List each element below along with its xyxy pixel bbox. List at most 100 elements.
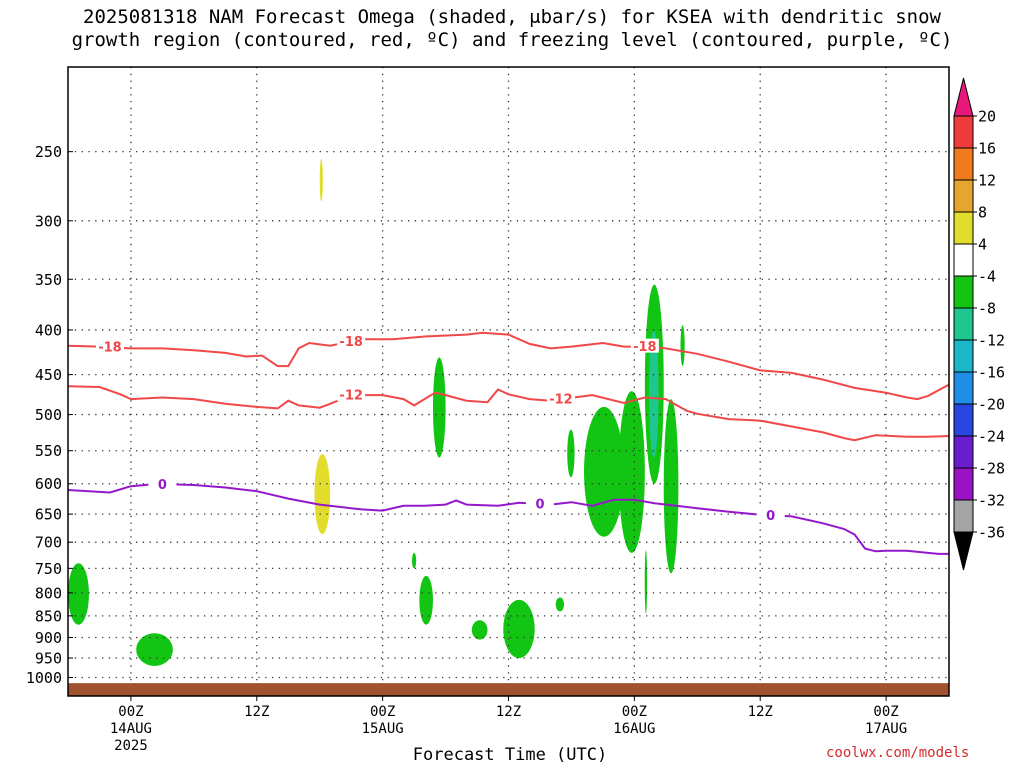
contour-label: -18 — [339, 335, 363, 350]
contour-label-bg — [525, 496, 554, 511]
contour-label: -12 — [339, 389, 363, 404]
omega-shading — [68, 159, 685, 666]
colorbar-label: -32 — [978, 492, 1005, 510]
x-tick-date: 16AUG — [613, 721, 655, 737]
contour-label: 0 — [535, 498, 544, 513]
x-tick-label: 12Z — [748, 704, 773, 720]
colorbar: 20 16 12 8 4 -4 -8 -12 -16 -20 -24 -28 -32 -36 — [953, 77, 1005, 571]
omega-region — [68, 563, 89, 625]
colorbar-segment — [953, 307, 974, 341]
y-tick-label: 500 — [35, 406, 62, 424]
omega-region — [680, 325, 685, 367]
x-tick-date: 15AUG — [362, 721, 404, 737]
y-tick-label: 550 — [35, 442, 62, 460]
contour-label: 0 — [158, 478, 167, 493]
y-tick-label: 350 — [35, 271, 62, 289]
x-tick-label: 00Z — [370, 704, 395, 720]
colorbar-segment — [953, 467, 974, 501]
y-tick-label: 650 — [35, 506, 62, 524]
contour-label-bg — [756, 507, 785, 522]
colorbar-segment — [953, 371, 974, 405]
contour-label-bg — [337, 333, 366, 348]
y-tick-label: 850 — [35, 607, 62, 625]
x-tick-label: 00Z — [118, 704, 143, 720]
y-tick-label: 750 — [35, 560, 62, 578]
plot-background — [68, 67, 949, 696]
colorbar-label: -20 — [978, 396, 1005, 414]
omega-region — [567, 429, 575, 478]
colorbar-label: 4 — [978, 236, 987, 254]
colorbar-label: -16 — [978, 364, 1005, 382]
omega-region — [319, 159, 323, 202]
omega-region — [584, 406, 624, 537]
contour-label-bg — [148, 476, 177, 491]
colorbar-segment — [953, 147, 974, 181]
colorbar-label: -4 — [978, 268, 996, 286]
x-axis-label: Forecast Time (UTC) — [412, 745, 608, 765]
colorbar-label: 20 — [978, 108, 996, 126]
colorbar-segment — [953, 211, 974, 245]
y-tick-label: 950 — [35, 650, 62, 668]
omega-region — [412, 552, 417, 569]
omega-region — [419, 575, 433, 625]
terrain-fill — [68, 683, 949, 696]
colorbar-label: 12 — [978, 172, 996, 190]
colorbar-label: -36 — [978, 524, 1005, 542]
x-tick-date: 14AUG — [110, 721, 152, 737]
omega-region — [136, 633, 173, 666]
omega-region — [314, 454, 331, 534]
y-tick-label: 900 — [35, 629, 62, 647]
chart-title: 2025081318 NAM Forecast Omega (shaded, μ… — [0, 6, 1024, 52]
chart-title-line2: growth region (contoured, red, ºC) and f… — [71, 29, 953, 51]
x-tick-label: 12Z — [496, 704, 521, 720]
colorbar-label: -12 — [978, 332, 1005, 350]
gridlines — [68, 67, 949, 696]
colorbar-bottom-arrow — [953, 531, 974, 571]
colorbar-label: 8 — [978, 204, 987, 222]
y-tick-label: 300 — [35, 212, 62, 230]
colorbar-label: -24 — [978, 428, 1005, 446]
colorbar-segment — [953, 499, 974, 533]
x-tick-year: 2025 — [114, 738, 148, 754]
credit-link[interactable]: coolwx.com/models — [826, 745, 970, 761]
colorbar-label: 16 — [978, 140, 996, 158]
colorbar-label: -8 — [978, 300, 996, 318]
x-tick-label: 12Z — [244, 704, 269, 720]
x-tick-label: 00Z — [873, 704, 898, 720]
y-tick-label: 400 — [35, 321, 62, 339]
contour-label-bg — [546, 391, 575, 406]
contour-label: -12 — [549, 393, 573, 408]
contour-label-bg — [630, 338, 659, 353]
omega-region — [555, 597, 565, 612]
omega-region — [471, 620, 488, 640]
contour-label: -18 — [98, 341, 122, 356]
omega-region — [644, 550, 648, 614]
y-tick-label: 450 — [35, 366, 62, 384]
colorbar-segment — [953, 435, 974, 469]
y-tick-label: 600 — [35, 475, 62, 493]
y-tick-label: 250 — [35, 143, 62, 161]
omega-region — [432, 357, 446, 458]
contour--18 — [67, 331, 950, 401]
colorbar-segment — [953, 243, 974, 277]
contour-lines: -18 -18 -18 -12 -12 0 0 0 — [67, 331, 950, 555]
colorbar-label: -28 — [978, 460, 1005, 478]
contour-label: 0 — [766, 509, 775, 524]
colorbar-segment — [953, 115, 974, 149]
omega-region — [503, 599, 535, 659]
x-tick-label: 00Z — [622, 704, 647, 720]
y-tick-label: 700 — [35, 534, 62, 552]
chart-title-line1: 2025081318 NAM Forecast Omega (shaded, μ… — [83, 6, 941, 28]
omega-region — [649, 329, 659, 458]
y-axis: 250 300 350 400 450 500 550 600 650 700 750 800 850 9… — [26, 143, 73, 687]
y-tick-label: 1000 — [26, 669, 62, 687]
x-tick-date: 17AUG — [865, 721, 907, 737]
omega-region — [618, 391, 645, 553]
y-tick-label: 800 — [35, 584, 62, 602]
contour-label: -18 — [633, 340, 657, 355]
colorbar-segment — [953, 179, 974, 213]
contour--12 — [67, 385, 950, 442]
contour-label-bg — [337, 387, 366, 402]
